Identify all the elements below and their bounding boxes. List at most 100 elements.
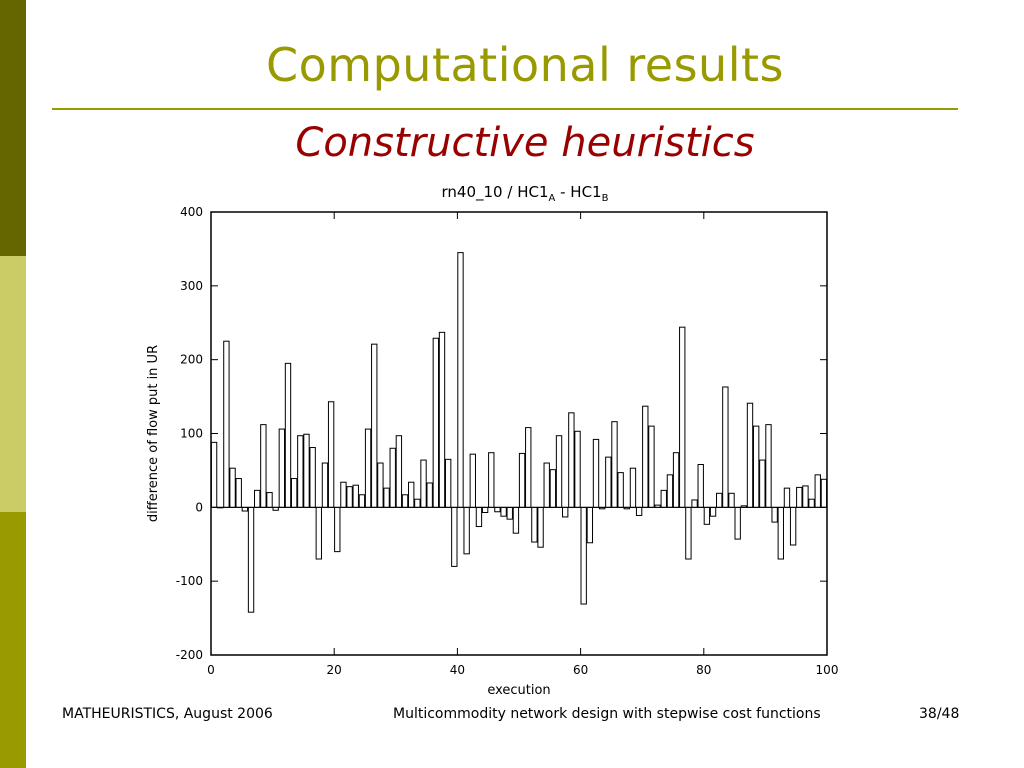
- chart-ticks: -200 -100 0 100 200 300 400 0 20 40 60 80 100: [176, 205, 839, 677]
- bar: [327, 401, 335, 508]
- bar: [648, 425, 655, 508]
- bar: [284, 362, 292, 508]
- bar: [703, 506, 711, 525]
- bar: [697, 464, 704, 508]
- bar: [438, 331, 446, 508]
- bar: [629, 467, 637, 508]
- bar: [512, 506, 520, 534]
- slide-title: Computational results: [266, 38, 784, 92]
- bar: [475, 506, 483, 528]
- bar: [432, 337, 440, 508]
- bar: [789, 506, 797, 546]
- bar: [444, 458, 452, 508]
- x-tick-label: 80: [696, 663, 711, 677]
- bar: [309, 447, 316, 508]
- bar: [562, 506, 569, 518]
- bar: [334, 506, 341, 553]
- bar: [808, 498, 815, 508]
- bar: [765, 424, 772, 508]
- bar: [247, 506, 255, 613]
- bar: [266, 492, 273, 508]
- bar: [346, 486, 353, 508]
- x-tick-label: 40: [450, 663, 465, 677]
- bar: [685, 506, 692, 560]
- bar: [783, 487, 791, 508]
- bar: [254, 489, 261, 508]
- bar: [679, 326, 686, 508]
- sidebar-band-middle: [0, 256, 26, 512]
- bar: [666, 474, 674, 508]
- bar: [580, 506, 587, 605]
- bar: [494, 506, 501, 513]
- bar: [352, 484, 359, 508]
- chart-title: rn40_10 / HC1A - HC1B: [26, 183, 1024, 204]
- chart-title-main: rn40_10 / HC1: [441, 183, 549, 201]
- bar: [260, 424, 267, 508]
- chart-bars: [210, 252, 828, 613]
- bar: [537, 506, 544, 548]
- x-tick-label: 60: [573, 663, 588, 677]
- bar: [728, 492, 735, 508]
- bar: [426, 482, 433, 508]
- bar: [481, 506, 489, 514]
- bar: [691, 499, 698, 508]
- bar: [229, 467, 236, 508]
- bar: [506, 506, 513, 520]
- bar: [746, 402, 754, 508]
- bar: [297, 435, 304, 508]
- x-tick-label: 0: [207, 663, 215, 677]
- bar: [574, 430, 581, 508]
- bar: [389, 447, 396, 508]
- bar: [408, 481, 415, 508]
- sidebar-band-top: [0, 0, 26, 256]
- chart-title-subscript-a: A: [548, 193, 556, 204]
- bar: [716, 492, 723, 508]
- y-tick-label: 100: [180, 427, 203, 441]
- bar: [709, 506, 717, 517]
- bar: [549, 469, 557, 508]
- y-tick-label: 400: [180, 205, 203, 219]
- bar: [531, 506, 538, 543]
- bar: [377, 462, 384, 508]
- x-tick-label: 20: [327, 663, 342, 677]
- bar: [814, 474, 821, 508]
- bar: [420, 459, 427, 508]
- bar: [383, 487, 390, 508]
- bar: [635, 506, 643, 516]
- bar: [586, 506, 594, 544]
- bar: [543, 462, 550, 508]
- bar: [210, 441, 218, 508]
- bar: [321, 462, 329, 508]
- x-axis-label: execution: [487, 683, 550, 698]
- footer-page-number: 38/48: [919, 706, 960, 722]
- bar: [611, 421, 618, 508]
- bar: [401, 494, 409, 508]
- bar: [223, 340, 230, 508]
- y-axis-label: difference of flow put in UR: [146, 345, 161, 522]
- bar: [734, 506, 741, 540]
- bar: [463, 506, 470, 555]
- y-tick-label: 200: [180, 353, 203, 367]
- bar: [303, 433, 310, 508]
- bar: [759, 459, 766, 508]
- y-tick-label: -200: [176, 648, 203, 662]
- bar: [315, 506, 322, 560]
- bar: [451, 506, 458, 567]
- bar: [290, 478, 298, 508]
- bar: [796, 486, 803, 508]
- bar: [642, 405, 649, 508]
- bar: [802, 485, 809, 508]
- x-tick-label: 100: [816, 663, 839, 677]
- bar: [395, 435, 403, 508]
- y-tick-label: 0: [195, 500, 203, 514]
- title-divider: [52, 108, 958, 110]
- bar: [722, 386, 729, 508]
- bar: [469, 453, 476, 508]
- bar: [752, 425, 760, 508]
- bar: [555, 435, 563, 508]
- bar: [605, 456, 612, 508]
- bar: [617, 472, 624, 508]
- bar: [457, 252, 464, 508]
- chart-title-separator: - HC1: [555, 183, 602, 201]
- sidebar-band-bottom: [0, 512, 26, 768]
